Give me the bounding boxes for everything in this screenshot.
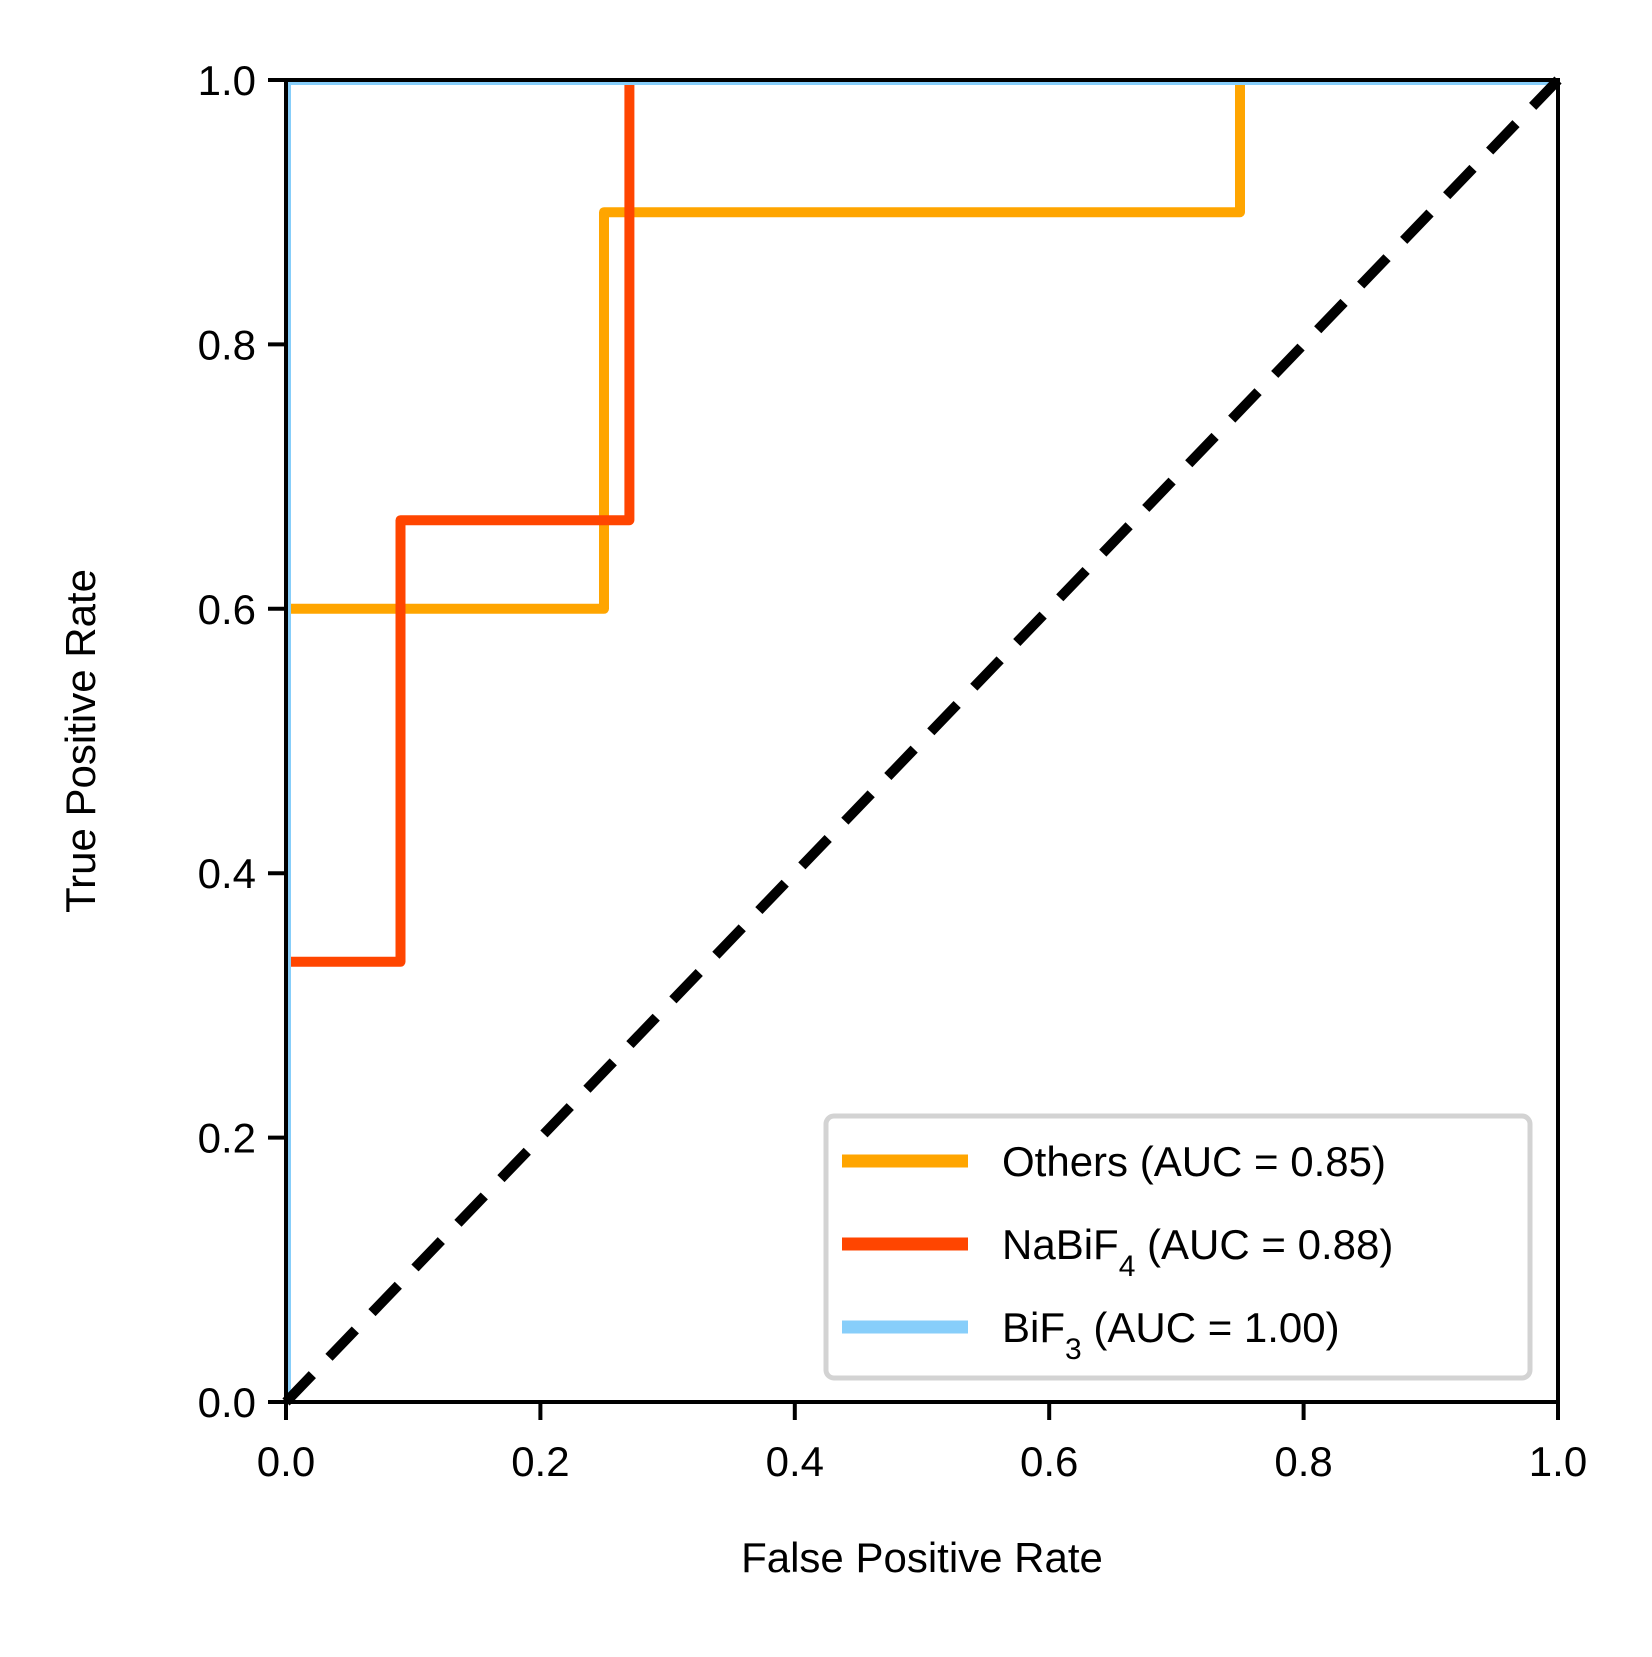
y-axis: 0.0 0.2 0.4 0.6 0.8 1.0 xyxy=(198,57,286,1426)
series-line-1 xyxy=(286,80,1558,1402)
y-tick-label: 0.6 xyxy=(198,586,256,633)
y-tick-label: 1.0 xyxy=(198,57,256,104)
y-tick-label: 0.2 xyxy=(198,1115,256,1162)
x-axis: 0.0 0.2 0.4 0.6 0.8 1.0 xyxy=(257,1402,1587,1485)
y-tick-label: 0.4 xyxy=(198,850,256,897)
legend-label-1: NaBiF4 (AUC = 0.88) xyxy=(1002,1221,1393,1283)
legend-label-2: BiF3 (AUC = 1.00) xyxy=(1002,1304,1340,1366)
x-tick-label: 0.6 xyxy=(1020,1438,1078,1485)
x-tick-label: 0.8 xyxy=(1274,1438,1332,1485)
x-tick-label: 1.0 xyxy=(1529,1438,1587,1485)
series-line-0 xyxy=(286,80,1558,1402)
legend-box xyxy=(823,1113,1533,1381)
x-tick-label: 0.0 xyxy=(257,1438,315,1485)
series-layer xyxy=(286,80,1558,1402)
y-tick-label: 0.0 xyxy=(198,1379,256,1426)
legend-label-0: Others (AUC = 0.85) xyxy=(1002,1138,1386,1185)
x-tick-label: 0.4 xyxy=(766,1438,824,1485)
legend: Others (AUC = 0.85) NaBiF4 (AUC = 0.88) Bi… xyxy=(823,1113,1533,1381)
plot-frame xyxy=(284,78,1560,1404)
y-axis-label: True Positive Rate xyxy=(57,569,104,913)
x-axis-label: False Positive Rate xyxy=(741,1534,1103,1581)
y-tick-label: 0.8 xyxy=(198,321,256,368)
x-tick-label: 0.2 xyxy=(511,1438,569,1485)
